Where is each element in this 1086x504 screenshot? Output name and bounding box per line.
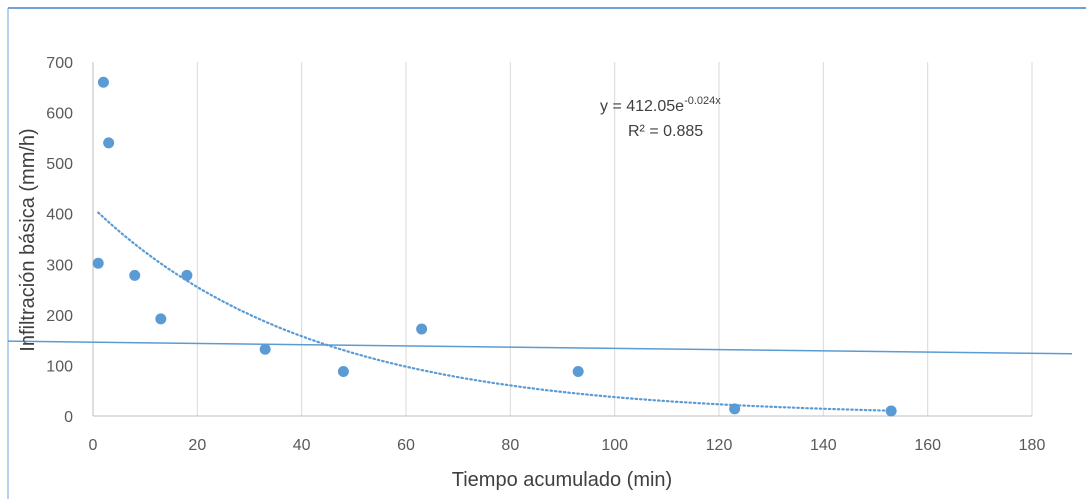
data-point — [155, 313, 167, 325]
y-tick-label: 400 — [46, 207, 73, 224]
y-tick-label: 300 — [46, 257, 73, 274]
x-tick-label: 140 — [810, 437, 837, 454]
trendline-group — [97, 211, 893, 412]
x-tick-label: 40 — [293, 437, 311, 454]
x-tick-label: 20 — [188, 437, 206, 454]
y-tick-label: 700 — [46, 55, 73, 72]
data-point — [103, 137, 115, 149]
x-tick-label: 160 — [914, 437, 941, 454]
y-tick-label: 100 — [46, 358, 73, 375]
data-point — [129, 269, 141, 281]
reference-line — [7, 340, 1073, 355]
grid — [196, 62, 1033, 416]
r-squared-label: R² = 0.885 — [628, 123, 703, 140]
data-point — [337, 365, 349, 377]
x-tick-label: 180 — [1019, 437, 1046, 454]
trendline-equation: y = 412.05e-0.024x — [600, 95, 721, 115]
data-point — [92, 257, 104, 269]
equation-exponent: -0.024x — [684, 95, 721, 107]
x-axis-title: Tiempo acumulado (min) — [452, 469, 672, 491]
data-point — [729, 403, 741, 415]
trendline — [97, 211, 893, 412]
x-tick-label: 100 — [601, 437, 628, 454]
y-tick-label: 200 — [46, 308, 73, 325]
data-point — [416, 323, 428, 335]
y-tick-label: 0 — [64, 409, 73, 426]
x-tick-label: 0 — [89, 437, 98, 454]
data-point — [181, 269, 193, 281]
data-points — [92, 76, 897, 417]
x-tick-label: 60 — [397, 437, 415, 454]
y-axis-title: Infiltración básica (mm/h) — [17, 128, 39, 351]
tick-labels: 0 20 40 60 80 100 120 140 160 180 0 100 200 300 400 500… — [46, 55, 1045, 454]
y-tick-label: 600 — [46, 106, 73, 123]
data-point — [259, 343, 271, 355]
data-point — [885, 405, 897, 417]
data-point — [97, 76, 109, 88]
x-tick-label: 120 — [706, 437, 733, 454]
x-tick-label: 80 — [501, 437, 519, 454]
data-point — [572, 365, 584, 377]
reference-line-group — [7, 340, 1073, 355]
y-tick-label: 500 — [46, 156, 73, 173]
equation-base: y = 412.05e — [600, 98, 684, 115]
axes — [92, 62, 1032, 417]
